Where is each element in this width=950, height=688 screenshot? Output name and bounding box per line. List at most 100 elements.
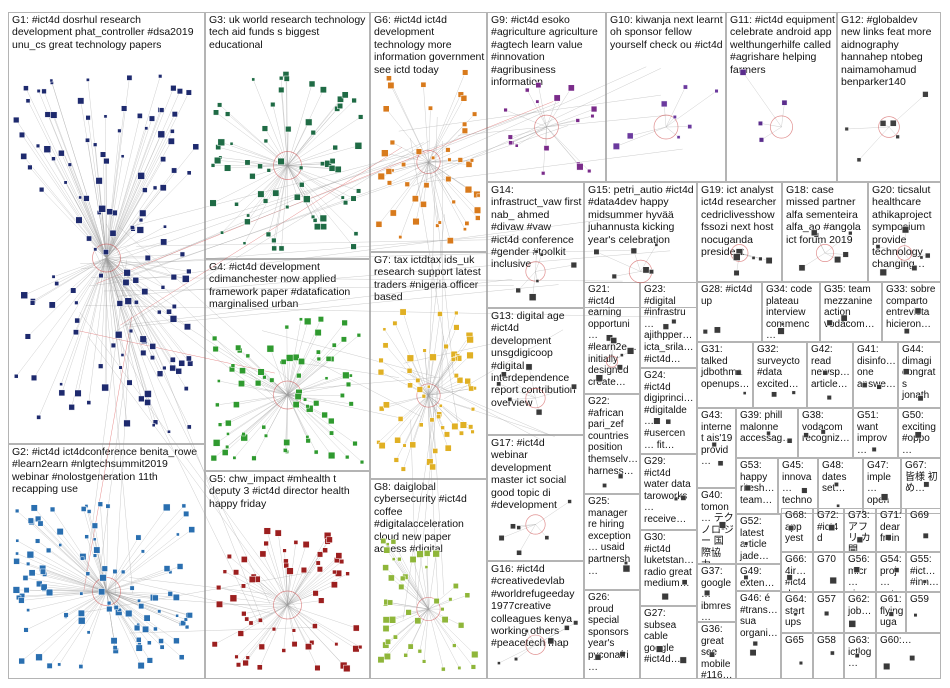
group-label: G45: innova… techno… xyxy=(782,460,813,514)
group-label: G3: uk world research technology tech ai… xyxy=(209,14,366,51)
group-label: G9: #ict4d esoko #agriculture agricultur… xyxy=(491,14,598,89)
group-label: G44: dimagi congrats jonath… xyxy=(902,344,936,408)
group-label: G62: job… xyxy=(848,594,872,617)
group-label: G38: vodacom recogniz… xyxy=(802,410,850,445)
group-label: G26: proud special sponsors year's pycon… xyxy=(588,592,629,673)
group-label: G65 xyxy=(785,635,804,646)
group-box-g54: G54: proj… out xyxy=(876,552,906,592)
group-label: G15: petri_autio #ict4d #data4dev happy … xyxy=(588,184,694,246)
group-box-g61: G61: flying uga… xyxy=(876,592,906,633)
group-label: G21: #ict4d earning opportuni… #learn2e…… xyxy=(588,284,637,388)
group-box-g60: G60:… xyxy=(876,633,941,679)
group-box-g34: G34: code plateau interview commenc… xyxy=(762,282,820,342)
group-box-g50: G50: exciting #oppo… xyxy=(898,408,941,458)
group-label: G2: #ict4d ict4dconference benita_rowe #… xyxy=(12,446,198,496)
group-label: G30: #ict4d luketstan… radio great mediu… xyxy=(644,532,695,590)
group-label: G47: imple… open… xyxy=(867,460,891,514)
group-label: G37: google… ibmres… focus issues… xyxy=(701,566,732,622)
group-label: G20: ticsalut healthcare athikaproject s… xyxy=(872,184,932,271)
group-label: G4: #ict4d development cdimanchester now… xyxy=(209,261,351,311)
group-label: G13: digital age #ict4d development unsg… xyxy=(491,310,576,409)
group-box-g38: G38: vodacom recogniz… xyxy=(798,408,853,458)
group-label: G52: latest article jade… xyxy=(740,516,769,562)
group-box-g70: G70 xyxy=(813,552,844,592)
group-box-g71: G71: dear frein… xyxy=(876,508,906,552)
group-box-g66: G66: 4ir… #ict4d… xyxy=(781,552,813,592)
group-box-g45: G45: innova… techno… xyxy=(778,458,818,514)
group-box-g1: G1: #ict4d dosrhul research development … xyxy=(8,12,205,444)
group-box-g26: G26: proud special sponsors year's pycon… xyxy=(584,590,640,679)
group-box-g72: G72: #ict4d xyxy=(813,508,844,552)
group-box-g35: G35: team mezzanine action vodacom… xyxy=(820,282,882,342)
group-label: G63: ictlog… xyxy=(848,635,872,670)
group-label: G71: dear frein… xyxy=(880,510,902,552)
group-label: G32: surveycto #data excited… xyxy=(757,344,800,390)
group-label: G19: ict analyst ict4d researcher cedric… xyxy=(701,184,777,259)
group-box-g52: G52: latest article jade… xyxy=(736,514,781,564)
group-box-g65: G65 xyxy=(781,633,813,679)
group-label: G72: #ict4d xyxy=(817,510,839,545)
group-label: G39: phill malonne accessag… xyxy=(740,410,793,445)
group-box-g23: G23: #digital #infrastru… ajithpper… ict… xyxy=(640,282,697,368)
group-label: G17: #ict4d webinar development master i… xyxy=(491,437,567,512)
group-box-g47: G47: imple… open… xyxy=(863,458,901,514)
group-box-g29: G29: #ict4d water data taroworks… receiv… xyxy=(640,454,697,530)
group-box-g51: G51: want improv… xyxy=(853,408,898,458)
group-box-g63: G63: ictlog… xyxy=(844,633,876,679)
group-label: G28: #ict4d up xyxy=(701,284,753,307)
group-label: G50: exciting #oppo… xyxy=(902,410,936,456)
group-box-g9: G9: #ict4d esoko #agriculture agricultur… xyxy=(487,12,606,182)
group-label: G73: アフリ カ開… xyxy=(848,510,871,552)
group-label: G14: infrastruct_vaw first nab_ ahmed #d… xyxy=(491,184,582,271)
group-label: G34: code plateau interview commenc… xyxy=(766,284,813,342)
group-box-g31: G31: talked jdbothma openups… xyxy=(697,342,753,408)
group-label: G33: sobre comparto entrevista hicieron… xyxy=(886,284,936,330)
group-label: G51: want improv… xyxy=(857,410,888,456)
group-label: G42: read newsp… article… xyxy=(811,344,850,390)
group-box-g43: G43: internet ais'19 provid… xyxy=(697,408,736,488)
group-box-g12: G12: #globaldev new links feat more aidn… xyxy=(837,12,941,182)
group-box-g67: G67: 皆様 初め… xyxy=(901,458,941,514)
group-box-g41: G41: disinfo… one answe… xyxy=(853,342,898,408)
group-label: G59 xyxy=(910,594,929,605)
group-label: G5: chw_impact #mhealth t deputy 3 #ict4… xyxy=(209,473,350,510)
group-box-g33: G33: sobre comparto entrevista hicieron… xyxy=(882,282,941,342)
group-label: G48: dates set… xyxy=(822,460,847,495)
group-label: G12: #globaldev new links feat more aidn… xyxy=(841,14,932,89)
group-box-g27: G27: subsea cable google #ict4d… xyxy=(640,606,697,679)
group-box-g36: G36: great see mobile #116… xyxy=(697,622,736,679)
group-label: G16: #ict4d #creativedevlab #worldrefuge… xyxy=(491,563,575,650)
group-label: G58 xyxy=(817,635,836,646)
group-label: G10: kiwanja next learnt oh sponsor fell… xyxy=(610,14,723,51)
group-box-g11: G11: #ict4d equipment celebrate android … xyxy=(726,12,837,182)
group-box-g2: G2: #ict4d ict4dconference benita_rowe #… xyxy=(8,444,205,679)
group-box-g8: G8: daiglobal cybersecurity #ict4d coffe… xyxy=(370,479,487,679)
group-box-g25: G25: manager re hiring exception… usaid … xyxy=(584,494,640,590)
group-box-g39: G39: phill malonne accessag… xyxy=(736,408,798,458)
group-label: G24: #ict4d digiprinci… #digitalde… #use… xyxy=(644,370,694,451)
group-box-g48: G48: dates set… xyxy=(818,458,863,514)
group-label: G22: #african pari_zef countries positio… xyxy=(588,396,639,477)
group-label: G70 xyxy=(817,554,836,565)
group-label: G60:… xyxy=(880,635,912,646)
group-box-g32: G32: surveycto #data excited… xyxy=(753,342,807,408)
group-label: G67: 皆様 初め… xyxy=(905,460,938,495)
group-box-g46: G46: é #trans… sua organi… xyxy=(736,591,781,679)
group-box-g64: G64: start ups… xyxy=(781,592,813,633)
group-label: G27: subsea cable google #ict4d… xyxy=(644,608,681,666)
group-label: G7: tax ictdtax ids_uk research support … xyxy=(374,254,481,304)
group-label: G36: great see mobile #116… xyxy=(701,624,733,679)
group-box-g14: G14: infrastruct_vaw first nab_ ahmed #d… xyxy=(487,182,584,308)
group-label: G6: #ict4d ict4d development technology … xyxy=(374,14,485,76)
group-label: G69 xyxy=(910,510,929,521)
group-box-g44: G44: dimagi congrats jonath… xyxy=(898,342,941,408)
group-label: G40: tomon… テクノロ ジー 国 際協力… xyxy=(701,490,734,563)
group-box-g16: G16: #ict4d #creativedevlab #worldrefuge… xyxy=(487,561,584,679)
group-box-g10: G10: kiwanja next learnt oh sponsor fell… xyxy=(606,12,726,182)
group-box-g22: G22: #african pari_zef countries positio… xyxy=(584,394,640,494)
group-label: G54: proj… out xyxy=(880,554,902,591)
group-label: G1: #ict4d dosrhul research development … xyxy=(12,14,194,51)
group-box-g5: G5: chw_impact #mhealth t deputy 3 #ict4… xyxy=(205,471,370,679)
group-label: G61: flying uga… xyxy=(880,594,904,632)
